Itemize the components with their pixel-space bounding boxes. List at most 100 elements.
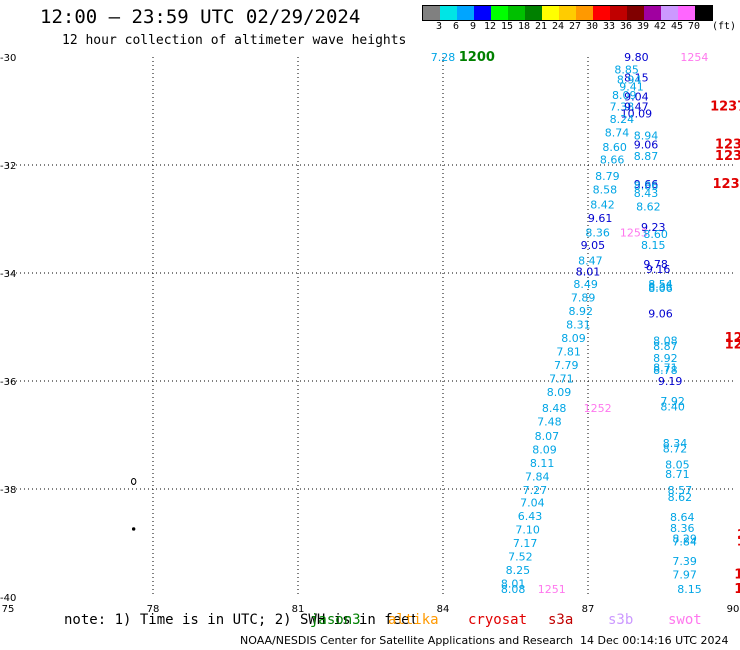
scale-swatch xyxy=(440,6,457,20)
wave-height-label: 8.09 xyxy=(532,444,557,457)
pass-time-label: 1254 xyxy=(680,51,708,64)
scale-label: 42 xyxy=(653,21,667,32)
lat-tick-label: -32 xyxy=(0,161,16,172)
scale-label: 6 xyxy=(452,21,460,32)
wave-height-label: 9.19 xyxy=(658,375,683,388)
scale-label: 24 xyxy=(551,21,565,32)
wave-height-label: 8.94 xyxy=(617,74,642,87)
scale-label: 15 xyxy=(500,21,514,32)
wave-height-label: 8.58 xyxy=(593,183,618,196)
scale-label: 36 xyxy=(619,21,633,32)
wave-height-label: 8.09 xyxy=(612,89,637,102)
wave-height-label: 8.79 xyxy=(595,170,620,183)
wave-height-label: 9.06 xyxy=(634,138,659,151)
scale-label: 9 xyxy=(469,21,477,32)
pass-time-label: 1236 xyxy=(712,177,740,192)
scale-swatch xyxy=(474,6,491,20)
legend-item-swot: swot xyxy=(668,612,702,628)
wave-height-label: 8.85 xyxy=(614,63,639,76)
wave-height-label: 7.38 xyxy=(610,101,635,114)
wave-height-label: 8.94 xyxy=(634,129,659,142)
wave-height-label: 8.31 xyxy=(566,318,591,331)
wave-height-label: 8.29 xyxy=(672,533,697,546)
wave-height-label: 8.05 xyxy=(665,459,690,472)
land-markers xyxy=(130,477,137,531)
pass-time-label: 1236 xyxy=(725,337,740,352)
lon-tick-label: 87 xyxy=(582,604,595,615)
color-scale-labels: 3 6 9 12 15 18 21 24 27 30 33 36 39 42 45 70 (ft) xyxy=(422,21,736,33)
wave-height-label: 8.66 xyxy=(600,154,625,167)
wave-height-label: 8.60 xyxy=(643,228,668,241)
scale-label: 39 xyxy=(636,21,650,32)
wave-height-label: 8.87 xyxy=(634,150,659,163)
wave-height-label: 8.01 xyxy=(576,265,601,278)
wave-height-label: 8.09 xyxy=(547,386,572,399)
wave-height-label: 9.66 xyxy=(634,178,659,191)
page-title: 12:00 – 23:59 UTC 02/29/2024 xyxy=(40,6,361,28)
wave-height-label: 8.07 xyxy=(535,430,560,443)
wave-height-label: 8.60 xyxy=(602,141,627,154)
map-tick-labels: 75 78 81 84 87 90 -30 -32 -34 -36 -38 -40 xyxy=(0,53,739,615)
wave-height-label: 8.40 xyxy=(660,400,685,413)
wave-height-label: 8.43 xyxy=(634,187,659,200)
wave-height-label: 9.23 xyxy=(641,221,666,234)
wave-height-label: 8.24 xyxy=(610,113,635,126)
wave-height-label: 9.61 xyxy=(588,212,613,225)
lat-tick-label: -38 xyxy=(0,485,16,496)
scale-label: 45 xyxy=(670,21,684,32)
scale-swatch xyxy=(593,6,610,20)
wave-height-label: 8.54 xyxy=(648,278,673,291)
scale-swatch xyxy=(678,6,695,20)
generated-timestamp: 14 Dec 00:14:16 UTC 2024 xyxy=(580,634,729,647)
scale-swatch xyxy=(559,6,576,20)
credit-text: NOAA/NESDIS Center for Satellite Applica… xyxy=(240,634,574,647)
pass-time-label: 1236 xyxy=(725,331,740,346)
scale-swatch xyxy=(610,6,627,20)
wave-height-label: 9.06 xyxy=(648,308,673,321)
wave-height-label: 8.71 xyxy=(653,362,678,375)
wave-height-label: 8.92 xyxy=(653,352,678,365)
wave-height-label: 8.15 xyxy=(641,239,666,252)
lon-tick-label: 84 xyxy=(437,604,450,615)
lon-tick-label: 81 xyxy=(292,604,305,615)
wave-height-label: 8.01 xyxy=(501,578,526,591)
scale-swatch xyxy=(644,6,661,20)
wave-height-label: 8.09 xyxy=(561,332,586,345)
wave-height-label: 9.47 xyxy=(624,101,649,114)
wave-height-label: 8.57 xyxy=(668,484,693,497)
wave-height-label: 8.62 xyxy=(636,201,661,214)
legend-item-s3b: s3b xyxy=(608,612,634,628)
map-grid xyxy=(8,57,733,597)
wave-height-label: 8.08 xyxy=(501,583,526,596)
lat-tick-label: -40 xyxy=(0,593,16,604)
legend-item-altika: altika xyxy=(388,612,439,628)
scale-label: 33 xyxy=(602,21,616,32)
legend-item-cryosat: cryosat xyxy=(468,612,528,628)
scale-swatch xyxy=(525,6,542,20)
scale-label: 27 xyxy=(568,21,582,32)
scale-swatch xyxy=(576,6,593,20)
scale-label: 3 xyxy=(435,21,443,32)
wave-height-label: 8.08 xyxy=(653,335,678,348)
wave-height-label: 8.78 xyxy=(653,364,678,377)
lon-tick-label: 78 xyxy=(147,604,160,615)
scale-swatch xyxy=(491,6,508,20)
scale-swatch xyxy=(695,6,712,20)
pass-time-label: 1237 xyxy=(715,149,740,164)
legend-item-s3a: s3a xyxy=(548,612,574,628)
wave-height-label: 7.84 xyxy=(672,535,697,548)
pass-time-label: 1235 xyxy=(737,534,740,549)
pass-time-label: 1237 xyxy=(715,137,740,152)
wave-height-observations: 7.28 1200 9.80 12548.858.158.949.418.099.04… xyxy=(431,50,740,597)
color-scale-bar xyxy=(422,5,713,21)
wave-height-label: 8.15 xyxy=(677,583,702,596)
footer-note: note: 1) Time is in UTC; 2) SWH is in fe… xyxy=(64,612,418,628)
wave-height-label: 7.28 xyxy=(431,51,456,64)
wave-height-label: 8.74 xyxy=(605,127,630,140)
wave-height-label: 8.36 xyxy=(585,227,610,240)
scale-swatch xyxy=(627,6,644,20)
scale-unit: (ft) xyxy=(711,21,737,32)
scale-label: 30 xyxy=(585,21,599,32)
wave-height-label: 7.71 xyxy=(549,372,574,385)
legend-item-jason3: jason3 xyxy=(310,612,361,628)
